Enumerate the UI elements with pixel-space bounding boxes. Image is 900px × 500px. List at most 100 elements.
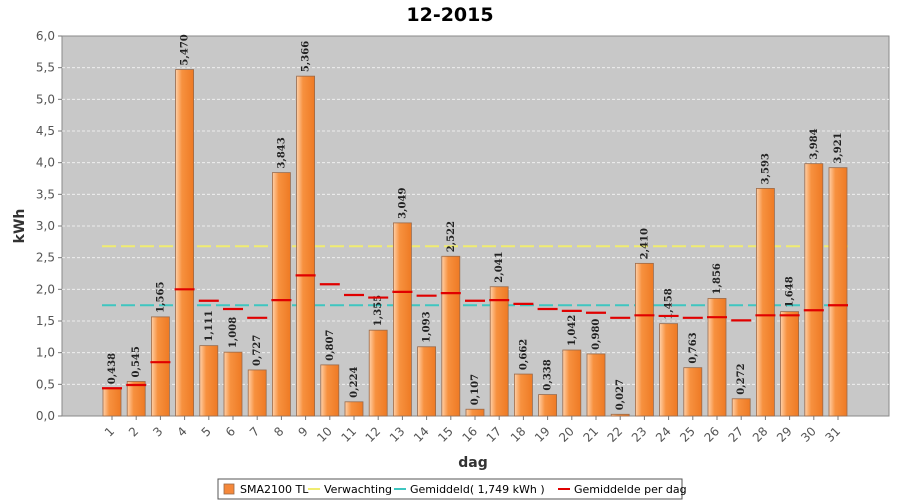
bar-day-31 — [828, 167, 848, 417]
bar-day-22 — [610, 413, 630, 417]
x-tick-label: 25 — [677, 424, 698, 445]
bar-day-29 — [780, 311, 799, 417]
bar-value-label: 1,648 — [785, 276, 796, 307]
bar-value-label: 3,984 — [809, 128, 820, 159]
bar-day-15 — [441, 255, 461, 417]
chart-title: 12-2015 — [406, 4, 493, 26]
bar-value-label: 0,438 — [107, 353, 118, 384]
bar-day-18 — [514, 373, 533, 417]
bar-value-label: 2,522 — [446, 221, 457, 252]
bar-day-25 — [683, 367, 703, 417]
y-tick-label: 4,0 — [36, 156, 55, 170]
x-tick-label: 1 — [102, 424, 117, 439]
bar-day-5 — [199, 345, 219, 417]
bar-day-3 — [150, 316, 170, 417]
x-tick-label: 19 — [532, 424, 553, 445]
bar-day-27 — [731, 398, 751, 417]
y-tick-label: 5,0 — [36, 92, 55, 106]
bar-value-label: 0,807 — [325, 330, 336, 361]
bar-day-20 — [562, 349, 582, 417]
x-tick-label: 27 — [726, 424, 747, 445]
bar-day-12 — [368, 329, 388, 417]
bar-value-label: 3,593 — [760, 153, 771, 184]
bar-day-2 — [126, 381, 146, 417]
bar-value-label: 0,727 — [252, 335, 263, 366]
legend-box — [217, 478, 683, 500]
x-tick-label: 6 — [223, 424, 238, 439]
bar-value-label: 0,545 — [131, 346, 142, 377]
bar-day-30 — [804, 163, 824, 417]
bar-day-21 — [586, 353, 606, 417]
legend-entry: Gemiddeld( 1,749 kWh ) — [410, 483, 545, 496]
bar-value-label: 5,470 — [180, 34, 191, 65]
x-tick-label: 11 — [338, 424, 359, 445]
y-tick-label: 0,0 — [36, 409, 55, 423]
bar-day-16 — [465, 408, 485, 417]
bar-value-label: 1,008 — [228, 317, 239, 348]
y-tick-label: 6,0 — [36, 29, 55, 43]
legend-swatch — [223, 483, 235, 495]
bar-value-label: 0,662 — [518, 339, 529, 370]
bar-day-24 — [659, 323, 678, 417]
x-tick-label: 13 — [387, 424, 408, 445]
x-tick-label: 30 — [798, 424, 819, 445]
bar-day-10 — [320, 364, 340, 417]
x-tick-label: 31 — [822, 424, 843, 445]
bar-day-4 — [175, 69, 195, 417]
legend-entry: Gemiddelde per dag — [574, 483, 687, 496]
x-tick-label: 15 — [435, 424, 456, 445]
x-tick-label: 7 — [247, 424, 262, 439]
x-tick-label: 26 — [701, 424, 722, 445]
plot-area: 0,0 0,5 1,0 1,5 2,0 2,5 3,0 3,5 4,0 4,5 5,0 5,5 6,0 0… — [36, 29, 890, 445]
bar-day-19 — [538, 394, 557, 417]
bar-day-13 — [392, 222, 412, 417]
x-tick-label: 5 — [199, 424, 214, 439]
bar-value-label: 2,410 — [639, 228, 650, 259]
bar-value-label: 0,224 — [349, 366, 360, 397]
y-tick-label: 1,0 — [36, 346, 55, 360]
y-tick-label: 4,5 — [36, 124, 55, 138]
legend-entry: SMA2100 TL — [240, 483, 309, 496]
bar-value-label: 1,355 — [373, 295, 384, 326]
x-tick-label: 22 — [605, 424, 626, 445]
bar-day-1 — [102, 387, 122, 417]
bar-value-label: 3,049 — [397, 188, 408, 219]
x-tick-label: 8 — [271, 424, 286, 439]
x-tick-label: 3 — [150, 424, 165, 439]
x-tick-label: 23 — [629, 424, 650, 445]
y-tick-label: 0,5 — [36, 377, 55, 391]
y-axis-label: kWh — [12, 209, 28, 244]
legend: SMA2100 TL Verwachting Gemiddeld( 1,749 kW… — [217, 478, 687, 500]
legend-entry: Verwachting — [324, 483, 392, 496]
x-tick-label: 18 — [508, 424, 529, 445]
x-tick-label: 2 — [126, 424, 141, 439]
bar-day-28 — [756, 188, 775, 417]
bar-value-label: 2,041 — [494, 251, 505, 282]
bar-value-label: 1,093 — [422, 311, 433, 342]
bar-day-11 — [344, 401, 364, 417]
bar-value-label: 3,843 — [276, 137, 287, 168]
x-tick-label: 17 — [484, 424, 505, 445]
bar-day-7 — [247, 369, 267, 417]
x-tick-label: 29 — [774, 424, 795, 445]
y-tick-label: 2,5 — [36, 251, 55, 265]
bar-value-label: 1,111 — [204, 310, 215, 341]
bar-day-14 — [417, 346, 437, 417]
bar-day-8 — [271, 172, 291, 417]
bar-value-label: 1,458 — [664, 288, 675, 319]
y-tick-label: 5,5 — [36, 61, 55, 75]
bar-value-label: 0,980 — [591, 319, 602, 350]
bar-value-label: 1,565 — [155, 282, 166, 313]
bar-day-6 — [223, 351, 243, 417]
bar-day-26 — [707, 298, 727, 417]
bar-value-label: 0,107 — [470, 374, 481, 405]
x-tick-label: 14 — [411, 424, 432, 445]
bar-day-17 — [489, 286, 509, 417]
bar-day-9 — [296, 75, 316, 417]
x-tick-label: 16 — [459, 424, 480, 445]
bar-value-label: 0,272 — [736, 363, 747, 394]
bar-value-label: 3,921 — [833, 132, 844, 163]
bar-value-label: 5,366 — [301, 41, 312, 72]
x-tick-label: 9 — [295, 424, 310, 439]
